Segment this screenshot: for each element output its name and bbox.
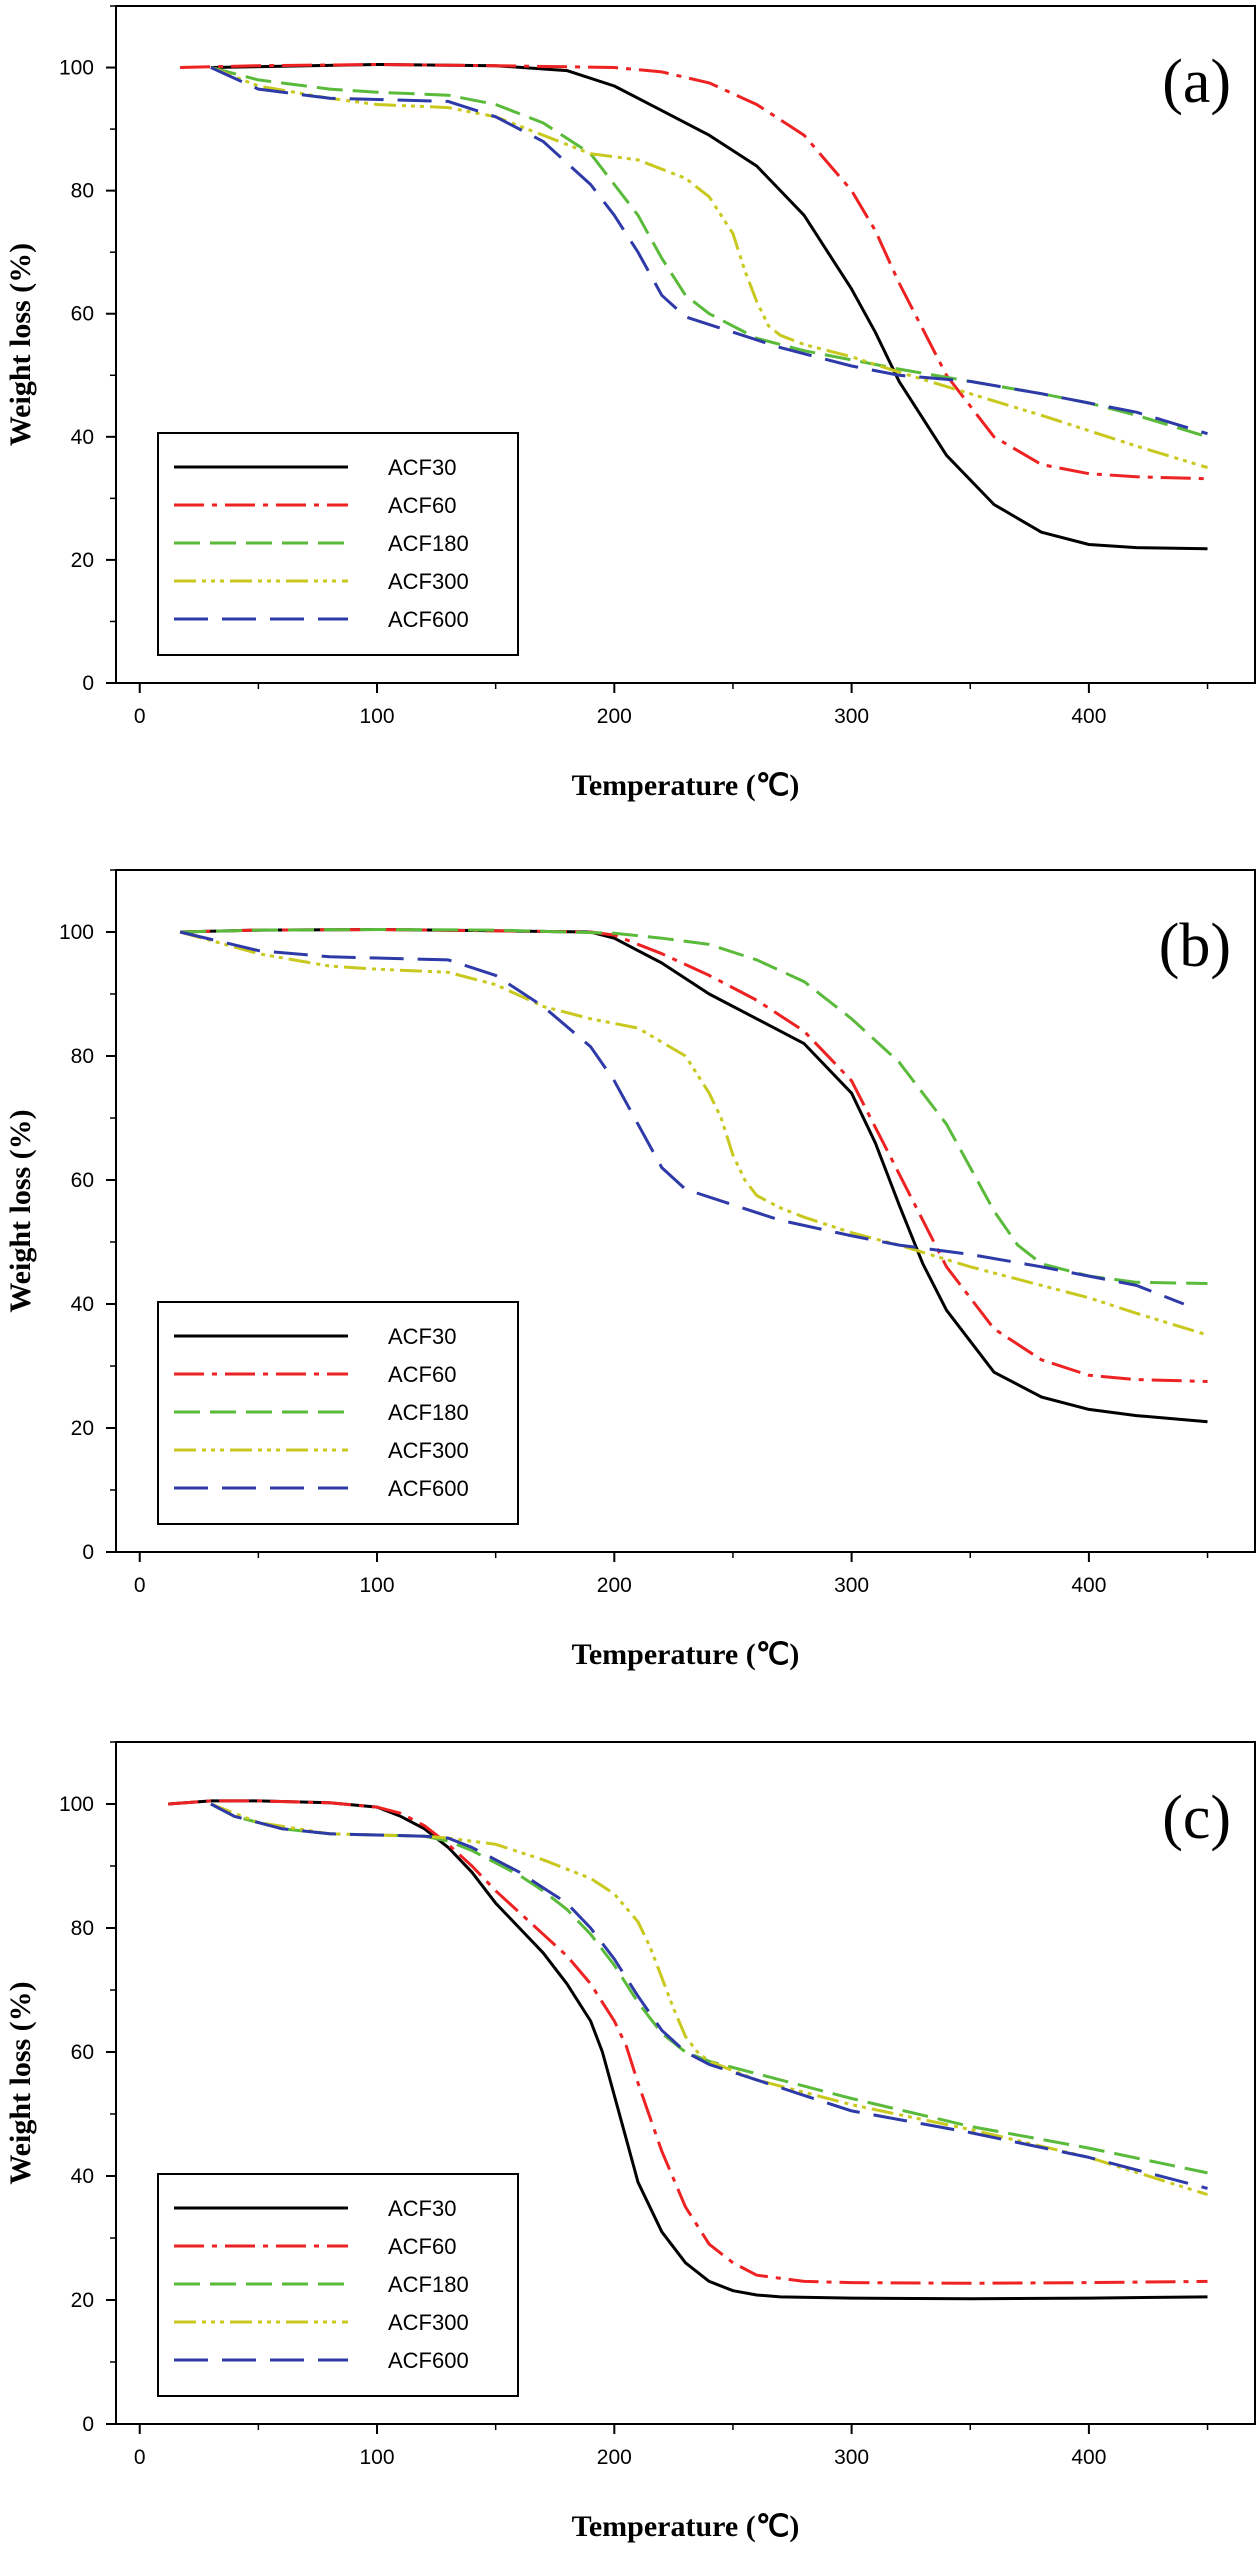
series-line-acf600 — [179, 930, 1185, 1306]
chart-panel-2: 0 100 200 300 400 0 20 40 60 80 100 Temperature (℃)… — [4, 869, 1256, 1671]
series-line-acf60 — [168, 1799, 1208, 2285]
y-tick-label: 0 — [82, 1541, 94, 1564]
y-tick-label: 40 — [71, 426, 94, 449]
x-tick-label: 100 — [359, 2446, 394, 2469]
y-tick-label: 100 — [59, 1793, 94, 1816]
x-tick-label: 200 — [597, 705, 632, 728]
x-axis-title: Temperature (℃) — [572, 1638, 800, 1671]
legend-label-acf30: ACF30 — [388, 2196, 456, 2221]
y-tick-label: 80 — [71, 1045, 94, 1068]
x-tick-label: 200 — [597, 1574, 632, 1597]
y-tick-label: 80 — [71, 180, 94, 203]
x-tick-label: 100 — [359, 1574, 394, 1597]
y-tick-label: 60 — [71, 1169, 94, 1192]
legend-label-acf180: ACF180 — [388, 2272, 469, 2297]
y-axis-title: Weight loss (%) — [4, 1109, 37, 1312]
y-tick-label: 40 — [71, 1293, 94, 1316]
legend-label-acf180: ACF180 — [388, 531, 469, 556]
x-axis-title: Temperature (℃) — [572, 769, 800, 802]
y-axis-title: Weight loss (%) — [4, 243, 37, 446]
y-tick-label: 0 — [82, 2413, 94, 2436]
y-tick-label: 0 — [82, 672, 94, 695]
y-tick-label: 80 — [71, 1917, 94, 1940]
x-tick-label: 0 — [134, 1574, 146, 1597]
legend-label-acf600: ACF600 — [388, 607, 469, 632]
y-tick-label: 20 — [71, 2289, 94, 2312]
x-tick-label: 0 — [134, 2446, 146, 2469]
y-tick-label: 20 — [71, 1417, 94, 1440]
legend-label-acf180: ACF180 — [388, 1400, 469, 1425]
series-line-acf600 — [210, 1802, 1208, 2190]
panel-label: (c) — [1162, 1784, 1231, 1852]
y-tick-label: 100 — [59, 57, 94, 80]
series-line-acf300 — [179, 930, 1208, 1337]
x-tick-label: 400 — [1071, 705, 1106, 728]
panel-label: (a) — [1162, 48, 1231, 116]
y-axis-title: Weight loss (%) — [4, 1981, 37, 2184]
legend: ACF30 ACF60 ACF180 ACF300 ACF600 — [157, 1301, 519, 1525]
x-tick-label: 400 — [1071, 2446, 1106, 2469]
series-line-acf300 — [210, 66, 1208, 470]
legend-label-acf600: ACF600 — [388, 2348, 469, 2373]
series-line-acf600 — [210, 66, 1208, 436]
chart-panel-3: 0 100 200 300 400 0 20 40 60 80 100 Temperature (℃)… — [4, 1741, 1256, 2543]
x-tick-label: 300 — [834, 1574, 869, 1597]
y-tick-label: 60 — [71, 2041, 94, 2064]
legend-label-acf60: ACF60 — [388, 1362, 456, 1387]
legend-label-acf300: ACF300 — [388, 1438, 469, 1463]
legend-label-acf60: ACF60 — [388, 493, 456, 518]
x-tick-label: 300 — [834, 705, 869, 728]
legend-label-acf300: ACF300 — [388, 2310, 469, 2335]
series-line-acf30 — [210, 63, 1208, 551]
x-tick-label: 400 — [1071, 1574, 1106, 1597]
legend-label-acf60: ACF60 — [388, 2234, 456, 2259]
y-tick-label: 40 — [71, 2165, 94, 2188]
series-line-acf180 — [180, 928, 1208, 1285]
y-tick-label: 60 — [71, 303, 94, 326]
x-tick-label: 200 — [597, 2446, 632, 2469]
x-tick-label: 300 — [834, 2446, 869, 2469]
legend: ACF30 ACF60 ACF180 ACF300 ACF600 — [157, 2173, 519, 2397]
legend-label-acf30: ACF30 — [388, 1324, 456, 1349]
panel-label: (b) — [1159, 912, 1231, 980]
y-tick-label: 20 — [71, 549, 94, 572]
legend-label-acf30: ACF30 — [388, 455, 456, 480]
x-tick-label: 0 — [134, 705, 146, 728]
legend-label-acf300: ACF300 — [388, 569, 469, 594]
x-axis-title: Temperature (℃) — [572, 2510, 800, 2543]
legend: ACF30 ACF60 ACF180 ACF300 ACF600 — [157, 432, 519, 656]
x-tick-label: 100 — [359, 705, 394, 728]
series-line-acf60 — [180, 63, 1208, 481]
legend-label-acf600: ACF600 — [388, 1476, 469, 1501]
y-tick-label: 100 — [59, 921, 94, 944]
chart-panel-1: 0 100 200 300 400 0 20 40 60 80 100 Temperature (℃)… — [4, 5, 1256, 802]
